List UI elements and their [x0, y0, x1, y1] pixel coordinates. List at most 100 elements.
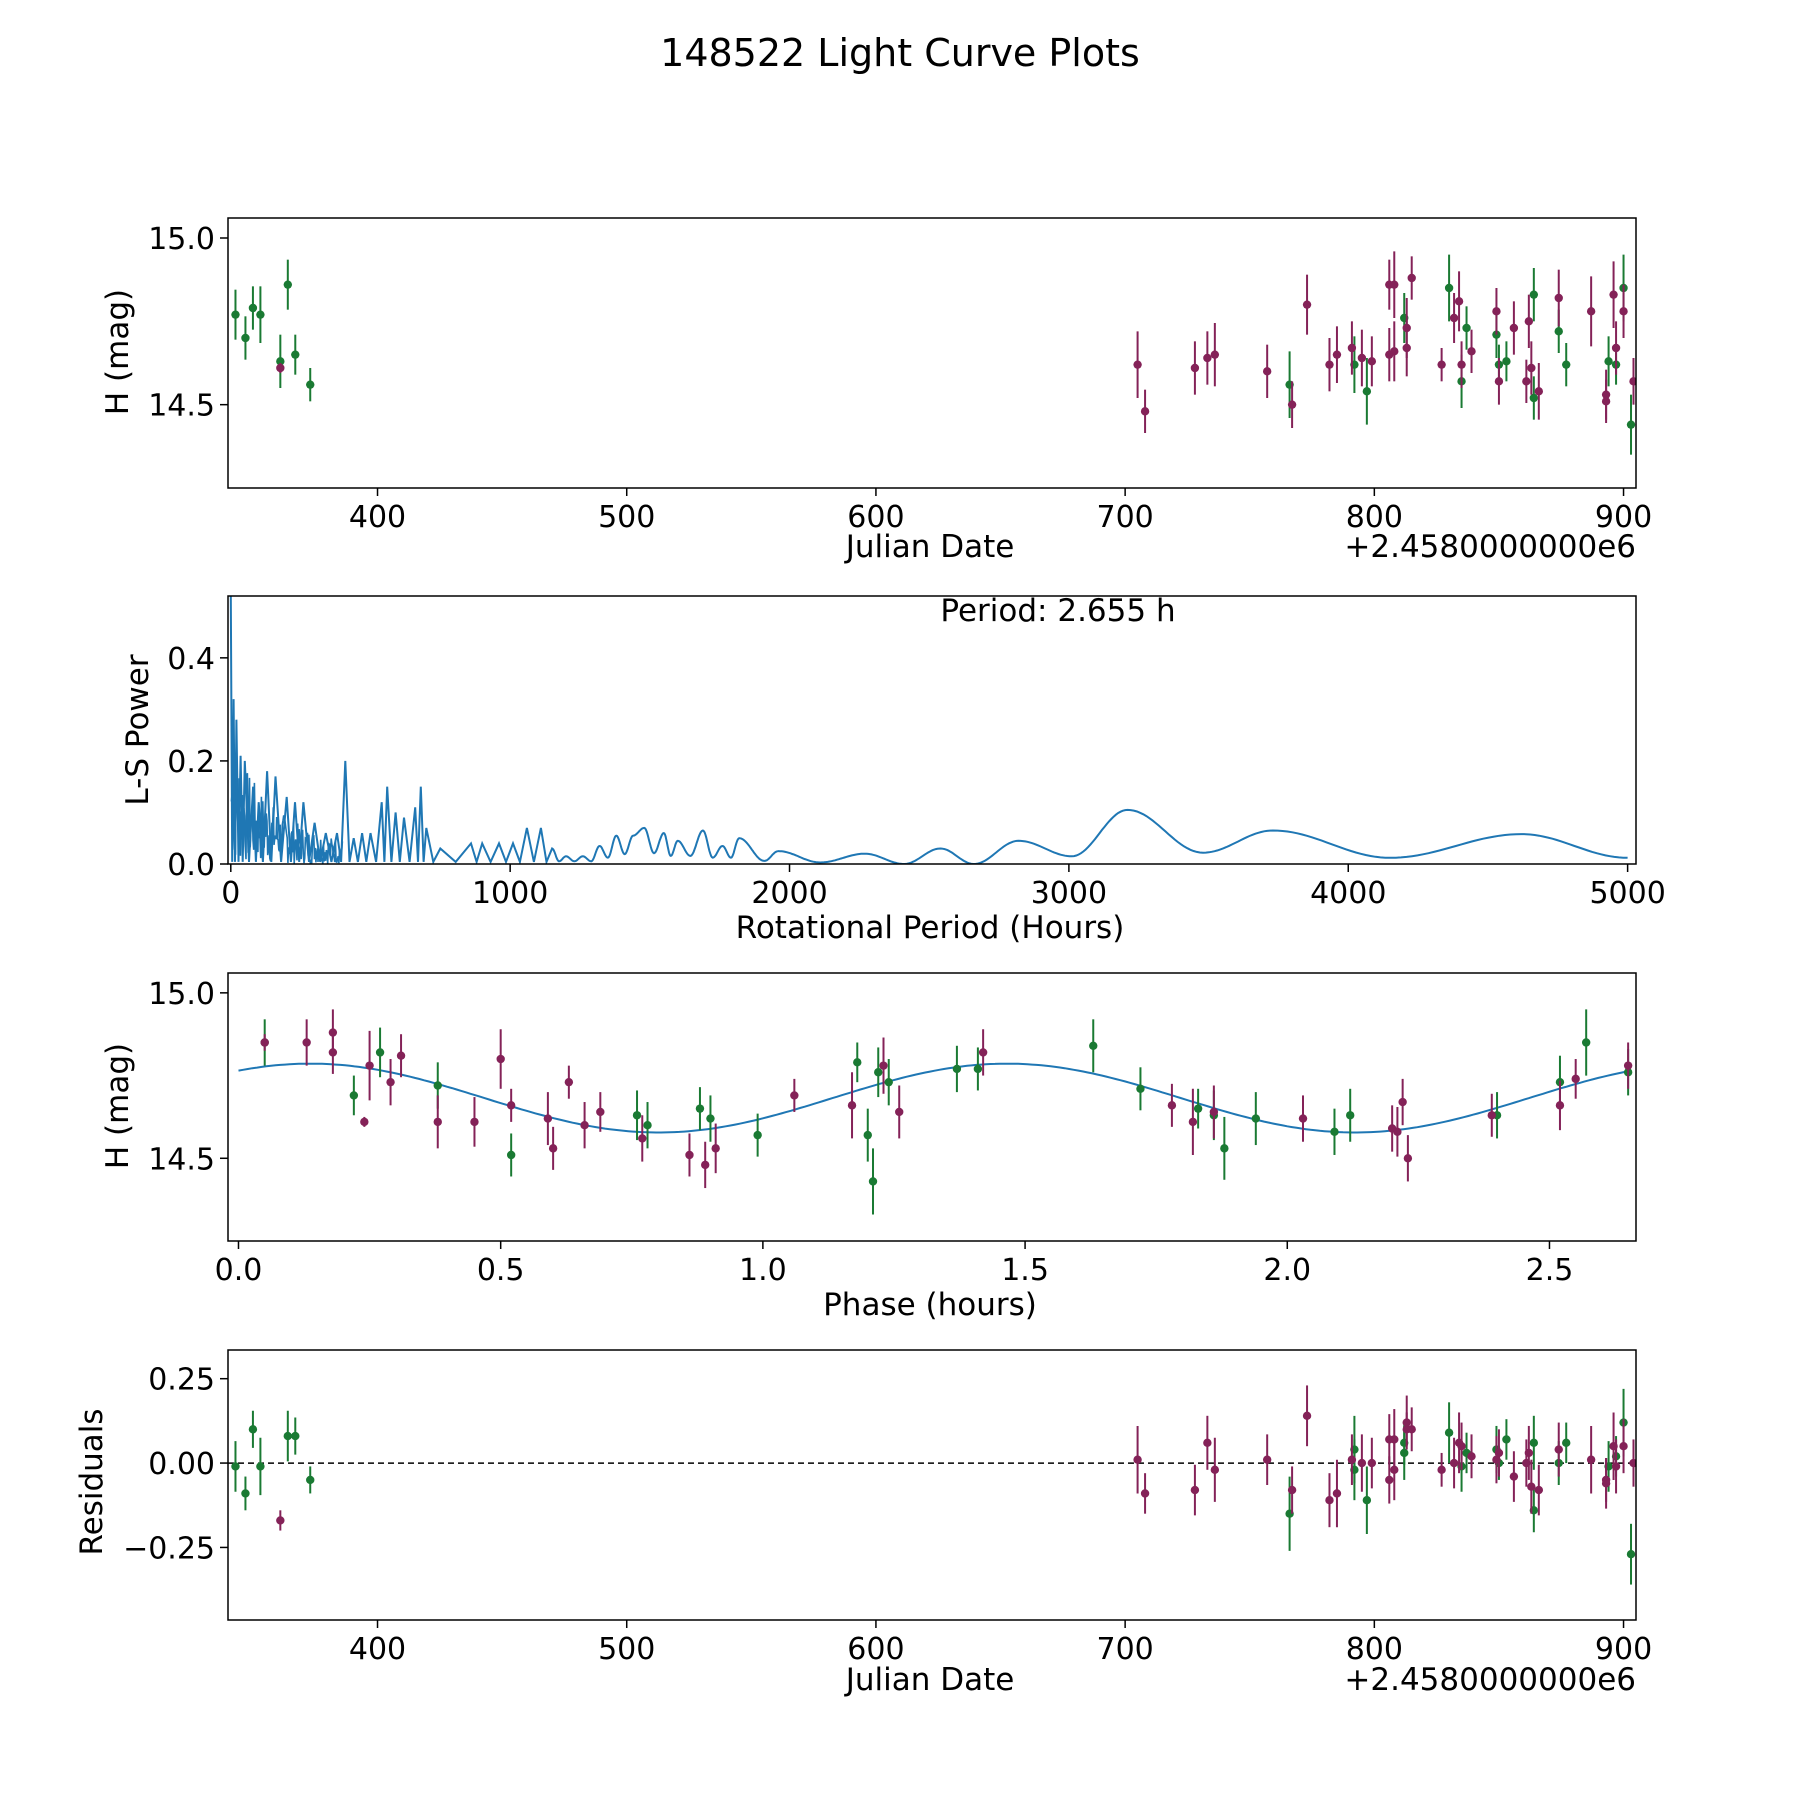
phase-data-point: [433, 1117, 442, 1127]
residuals-ytick-label: −0.25: [123, 1531, 215, 1566]
residuals-data-point: [1562, 1438, 1571, 1448]
lightcurve-data-point: [1332, 350, 1342, 359]
phase-data-point: [952, 1064, 962, 1074]
lightcurve-data-point: [1449, 313, 1459, 323]
residuals-data-point: [1325, 1495, 1334, 1505]
lightcurve-plot-area: [231, 251, 1636, 455]
lightcurve-data-point: [241, 333, 250, 343]
lightcurve-data-point: [1492, 307, 1501, 316]
phase-data-point: [1403, 1154, 1413, 1163]
lightcurve-data-point: [256, 310, 265, 319]
residuals-xtick-label: 500: [598, 1632, 655, 1667]
residuals-offset-label: +2.4580000000e6: [1344, 1662, 1636, 1698]
phase-data-point: [685, 1150, 694, 1160]
periodogram-xtick-label: 4000: [1310, 876, 1386, 911]
residuals-data-point: [1390, 1435, 1399, 1444]
residuals-data-point: [1203, 1438, 1212, 1448]
phase-data-point: [853, 1058, 862, 1067]
residuals-data-point: [1367, 1458, 1377, 1468]
periodogram-plot-area: [229, 596, 1628, 864]
phase-data-point: [375, 1048, 385, 1057]
phase-data-point: [1298, 1114, 1308, 1123]
periodogram-xtick-label: 3000: [1031, 876, 1107, 911]
residuals-data-point: [1534, 1485, 1544, 1495]
lightcurve-data-point: [283, 280, 293, 289]
figure-title: 148522 Light Curve Plots: [660, 31, 1140, 75]
lightcurve-data-point: [1454, 297, 1464, 306]
residuals-xtick-label: 900: [1595, 1632, 1652, 1667]
phase-data-point: [1487, 1111, 1496, 1120]
phase-data-point: [700, 1160, 710, 1170]
residuals-plot-area: [228, 1385, 1636, 1585]
lightcurve-data-point: [1302, 300, 1312, 309]
lightcurve-data-point: [1611, 343, 1621, 353]
residuals-data-point: [1287, 1485, 1297, 1495]
residuals-data-point: [283, 1431, 293, 1441]
lightcurve-data-point: [1529, 290, 1539, 299]
residuals-data-point: [1494, 1448, 1504, 1458]
phase-data-point: [632, 1111, 642, 1120]
residuals-data-point: [291, 1431, 300, 1441]
lightcurve-data-point: [1362, 387, 1372, 396]
lightcurve-data-point: [291, 350, 300, 359]
lightcurve-panel: H (mag) Julian Date +2.4580000000e6 400 5…: [100, 217, 1652, 565]
periodogram-panel: L-S Power Rotational Period (Hours) Peri…: [120, 593, 1666, 946]
phase-xtick-label: 0.5: [477, 1253, 525, 1288]
residuals-data-point: [1509, 1472, 1519, 1481]
phase-data-point: [879, 1061, 888, 1070]
phase-data-point: [506, 1150, 516, 1160]
lightcurve-xtick-label: 800: [1346, 500, 1403, 535]
phase-data-point: [260, 1038, 269, 1047]
phase-data-point: [790, 1091, 799, 1100]
phase-data-point: [1330, 1127, 1339, 1137]
phase-data-point: [470, 1117, 479, 1127]
lightcurve-data-point: [1626, 420, 1636, 429]
phase-data-point: [1188, 1117, 1198, 1127]
phase-data-point: [695, 1104, 705, 1113]
residuals-data-point: [1554, 1445, 1563, 1454]
phase-data-point: [874, 1068, 883, 1077]
lightcurve-data-point: [1462, 323, 1471, 333]
phase-data-point: [1220, 1144, 1229, 1153]
residuals-data-point: [1210, 1465, 1220, 1475]
residuals-xtick-label: 800: [1346, 1632, 1403, 1667]
residuals-data-point: [1385, 1475, 1394, 1485]
lightcurve-xlabel: Julian Date: [844, 529, 1015, 565]
phase-data-point: [396, 1051, 406, 1060]
phase-data-point: [847, 1101, 857, 1110]
lightcurve-data-point: [1509, 323, 1519, 333]
residuals-data-point: [1347, 1455, 1357, 1464]
phase-data-point: [638, 1134, 647, 1143]
lightcurve-data-point: [1629, 377, 1636, 386]
lightcurve-data-point: [1325, 360, 1334, 369]
phase-xtick-label: 2.0: [1263, 1253, 1311, 1288]
lightcurve-data-point: [1287, 400, 1297, 409]
residuals-data-point: [1449, 1458, 1459, 1468]
lightcurve-data-point: [1357, 353, 1367, 363]
phase-data-point: [496, 1054, 505, 1064]
periodogram-noise: [230, 762, 344, 864]
lightcurve-data-point: [1522, 377, 1531, 386]
phase-xtick-label: 2.5: [1526, 1253, 1574, 1288]
lightcurve-data-point: [1390, 280, 1399, 289]
phase-xtick-label: 0.0: [215, 1253, 263, 1288]
periodogram-ytick-label: 0.0: [167, 848, 215, 883]
phase-data-point: [1167, 1101, 1177, 1110]
residuals-data-point: [1502, 1435, 1511, 1444]
residuals-xtick-label: 400: [349, 1632, 406, 1667]
lightcurve-data-point: [1390, 347, 1399, 356]
residuals-data-point: [1262, 1455, 1272, 1464]
residuals-panel: Residuals Julian Date +2.4580000000e6 40…: [74, 1349, 1652, 1698]
phase-data-point: [868, 1177, 878, 1186]
phase-data-point: [643, 1120, 652, 1130]
residuals-data-point: [1529, 1438, 1539, 1448]
residuals-ytick-label: 0.25: [148, 1363, 215, 1398]
phase-data-point: [564, 1077, 574, 1087]
residuals-data-point: [1629, 1458, 1636, 1468]
phase-data-point: [1393, 1127, 1402, 1137]
residuals-xlabel: Julian Date: [844, 1662, 1015, 1698]
lightcurve-data-point: [1467, 347, 1476, 356]
periodogram-xlabel: Rotational Period (Hours): [736, 910, 1125, 946]
lightcurve-data-point: [1609, 290, 1618, 299]
